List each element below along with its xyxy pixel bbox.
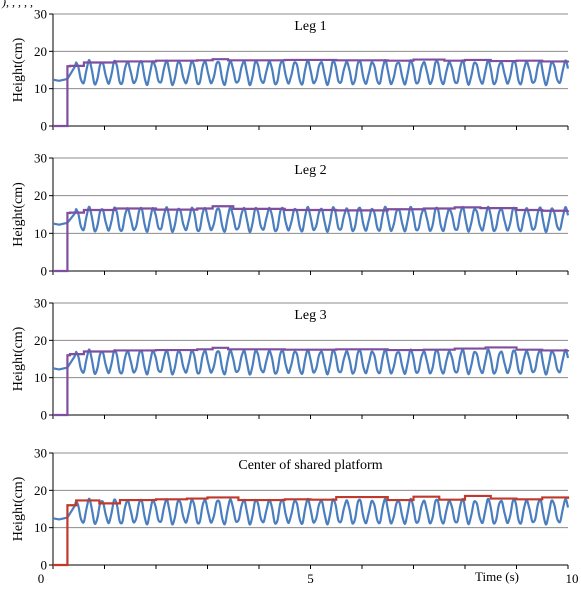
y-axis-label: Height(cm) — [11, 326, 26, 391]
y-tick-label: 20 — [34, 333, 47, 348]
chart-panel-4: 0 10 20 30 0 5 10 Time (s) Height(cm) Center of s… — [11, 446, 579, 587]
caption-fragment: ), , , , , — [2, 0, 33, 9]
x-tick-label: 5 — [307, 571, 314, 586]
series-measured-line — [52, 58, 570, 87]
chart-title: Leg 2 — [294, 163, 326, 178]
series-reference-line — [53, 58, 570, 128]
series-reference-line — [53, 346, 570, 417]
y-tick-label: 20 — [34, 44, 47, 59]
series-reference-line — [53, 494, 570, 567]
y-tick-label: 10 — [34, 370, 47, 385]
y-tick-label: 30 — [34, 151, 47, 166]
y-tick-label: 0 — [41, 408, 48, 423]
y-axis-label: Height(cm) — [11, 37, 26, 102]
y-tick-label: 10 — [34, 520, 47, 535]
x-axis-label: Time (s) — [475, 569, 519, 584]
x-tick-label: 10 — [566, 571, 579, 586]
chart-panel-3: 0 10 20 30 Height(cm) Leg 3 — [11, 296, 570, 423]
y-axis-label: Height(cm) — [11, 476, 26, 541]
y-tick-label: 20 — [34, 483, 47, 498]
y-tick-label: 10 — [34, 81, 47, 96]
series-measured-line — [52, 348, 570, 376]
x-tick-label: 0 — [38, 571, 45, 586]
chart-panel-2: 0 10 20 30 Height(cm) Leg 2 — [11, 151, 570, 279]
y-tick-label: 10 — [34, 226, 47, 241]
y-axis-label: Height(cm) — [11, 182, 26, 247]
y-tick-label: 0 — [41, 264, 48, 279]
y-tick-label: 30 — [34, 296, 47, 311]
series-measured-line — [52, 497, 570, 526]
series-reference-line — [53, 205, 570, 273]
chart-title: Center of shared platform — [238, 458, 382, 473]
chart-title: Leg 3 — [294, 308, 326, 323]
y-tick-label: 30 — [34, 7, 47, 22]
y-tick-label: 0 — [41, 558, 48, 573]
chart-title: Leg 1 — [294, 19, 326, 34]
y-tick-label: 30 — [34, 446, 47, 461]
y-tick-label: 20 — [34, 188, 47, 203]
chart-panel-1: 0 10 20 30 Height(cm) Leg 1 — [11, 7, 570, 134]
y-tick-label: 0 — [41, 119, 48, 134]
